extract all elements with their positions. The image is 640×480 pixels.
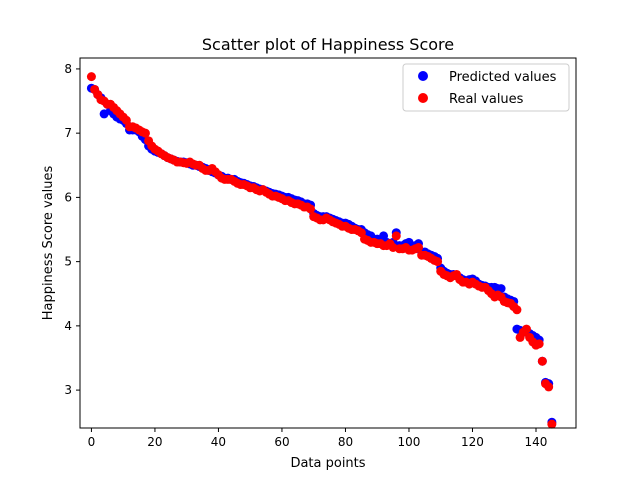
legend-marker-predicted — [418, 71, 428, 81]
x-tick-label: 100 — [398, 435, 421, 449]
y-tick-label: 5 — [64, 255, 72, 269]
legend-marker-real — [418, 93, 428, 103]
series-0 — [86, 83, 557, 427]
legend-label-predicted: Predicted values — [449, 70, 557, 85]
legend: Predicted values Real values — [402, 63, 570, 112]
data-point — [433, 257, 443, 267]
y-axis-label: Happiness Score values — [41, 165, 56, 320]
legend-label-real: Real values — [449, 92, 524, 107]
x-tick-label: 40 — [211, 435, 226, 449]
x-tick-label: 20 — [147, 435, 162, 449]
data-point — [414, 243, 423, 252]
y-axis: 3 4 5 6 7 8 — [64, 62, 80, 397]
data-point — [544, 382, 554, 392]
chart-title: Scatter plot of Happiness Score — [202, 35, 454, 54]
y-tick-label: 8 — [64, 62, 72, 76]
x-tick-label: 120 — [461, 435, 484, 449]
plot-frame — [79, 57, 577, 429]
x-tick-label: 0 — [88, 435, 96, 449]
series-1 — [86, 72, 557, 429]
x-axis-label: Data points — [290, 456, 365, 471]
x-tick-label: 140 — [525, 435, 548, 449]
data-point — [391, 231, 401, 241]
plot-layer — [86, 72, 557, 429]
data-point — [547, 419, 557, 429]
data-point — [521, 324, 531, 334]
y-tick-label: 6 — [64, 190, 72, 204]
y-tick-label: 7 — [64, 126, 72, 140]
data-point — [86, 72, 96, 82]
x-tick-label: 60 — [274, 435, 289, 449]
x-tick-label: 80 — [338, 435, 353, 449]
x-axis: 0 20 40 60 80 100 120 140 — [88, 428, 548, 449]
legend-box — [402, 63, 570, 112]
data-point — [512, 305, 522, 315]
data-point — [534, 339, 544, 349]
data-point — [306, 204, 316, 214]
data-point — [537, 356, 547, 366]
data-point — [140, 128, 150, 138]
y-tick-label: 3 — [64, 383, 72, 397]
y-tick-label: 4 — [64, 319, 72, 333]
